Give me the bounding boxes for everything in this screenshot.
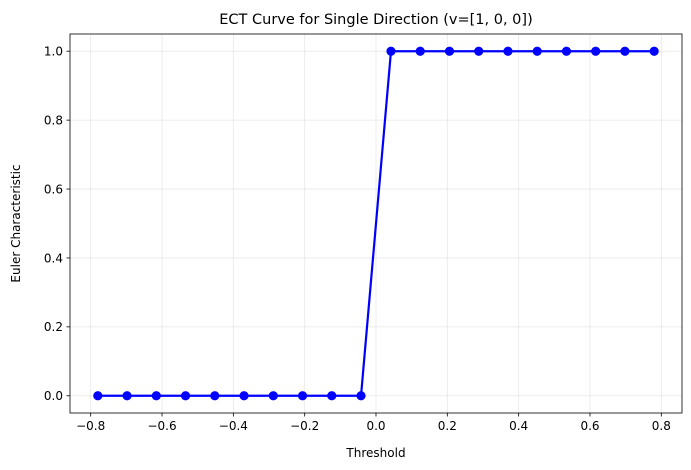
data-point [122, 391, 132, 401]
x-tick-label: −0.2 [290, 419, 319, 433]
data-point [386, 46, 396, 56]
x-axis-title: Threshold [345, 446, 405, 460]
data-point [151, 391, 161, 401]
data-point [591, 46, 601, 56]
data-point [356, 391, 366, 401]
x-axis-ticks: −0.8 −0.6 −0.4 −0.2 0.0 0.2 0.4 0.6 0.8 [76, 413, 671, 433]
series-layer [93, 46, 659, 401]
x-tick-label: 0.6 [580, 419, 599, 433]
data-point [210, 391, 220, 401]
series-line [97, 50, 655, 397]
data-point [532, 46, 542, 56]
data-point [93, 391, 103, 401]
x-tick-label: −0.6 [147, 419, 176, 433]
data-point [503, 46, 513, 56]
data-point [444, 46, 455, 56]
y-tick-label: 1.0 [44, 45, 63, 59]
data-point [620, 46, 630, 56]
grid [70, 34, 682, 413]
data-point [268, 391, 278, 401]
y-tick-label: 0.6 [44, 182, 63, 196]
x-tick-label: 0.0 [366, 419, 385, 433]
data-point [649, 46, 659, 56]
y-axis-ticks: 0.0 0.2 0.4 0.6 0.8 1.0 [44, 45, 70, 403]
data-point [180, 391, 191, 401]
x-tick-label: 0.4 [509, 419, 528, 433]
data-point [327, 391, 337, 401]
x-tick-label: 0.2 [438, 419, 457, 433]
x-tick-label: 0.8 [652, 419, 671, 433]
chart-title: ECT Curve for Single Direction (v=[1, 0,… [219, 12, 532, 28]
data-point [239, 391, 249, 401]
data-point [297, 391, 308, 401]
x-tick-label: −0.4 [219, 419, 248, 433]
data-point [474, 46, 484, 56]
y-tick-label: 0.4 [44, 251, 63, 265]
data-point [561, 46, 572, 56]
x-tick-label: −0.8 [76, 419, 105, 433]
y-tick-label: 0.8 [44, 113, 63, 127]
data-point [415, 46, 425, 56]
y-axis-title: Euler Characteristic [9, 164, 23, 282]
y-tick-label: 0.2 [44, 320, 63, 334]
y-tick-label: 0.0 [44, 389, 63, 403]
